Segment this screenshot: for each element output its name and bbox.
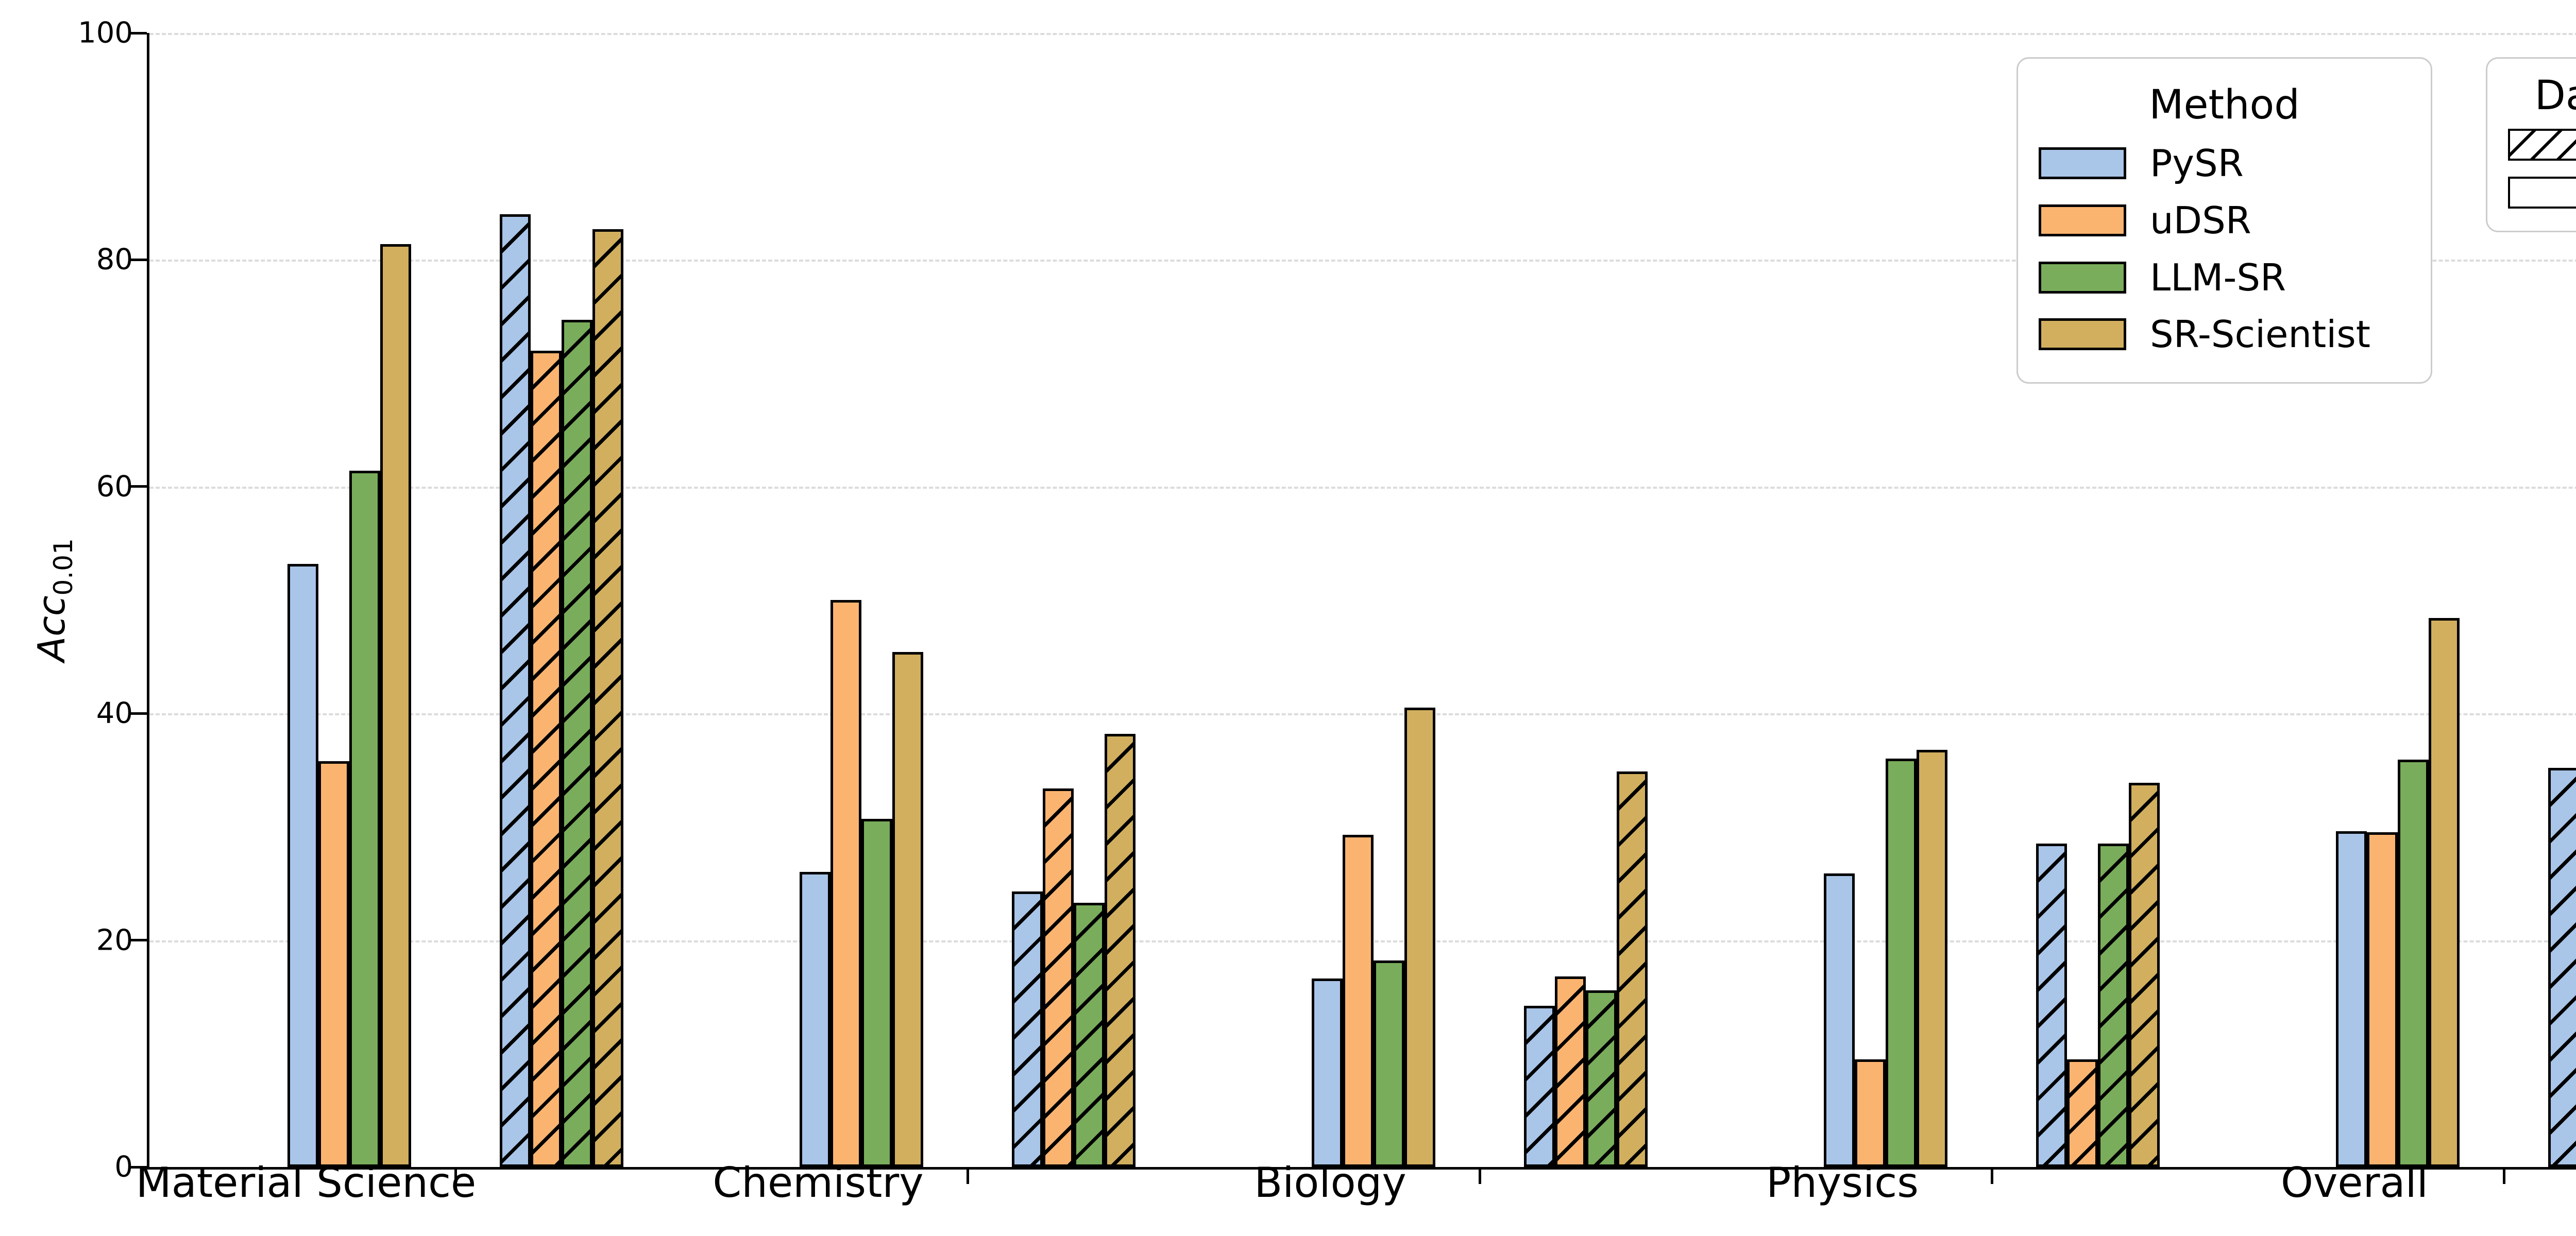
y-tick-mark-60	[130, 485, 147, 488]
bar-llm-sr-ood-chemistry	[1074, 902, 1105, 1167]
bar-llm-sr-id-biology	[1374, 960, 1404, 1167]
y-tick-mark-80	[130, 258, 147, 261]
bar-sr-scientist-id-biology	[1404, 708, 1435, 1167]
bar-udsr-id-biology	[1343, 834, 1374, 1167]
gridline-y60	[149, 486, 2576, 489]
y-tick-label-0: 0	[114, 1150, 133, 1184]
color-swatch-icon	[2039, 261, 2126, 294]
bar-pysr-ood-material-science	[500, 214, 531, 1167]
bar-llm-sr-id-overall	[2398, 760, 2429, 1167]
bar-udsr-ood-chemistry	[1043, 788, 1074, 1167]
bar-pysr-id-physics	[1824, 873, 1855, 1167]
legend-label-pysr: PySR	[2150, 142, 2244, 185]
x-tick-mark-0	[454, 1170, 457, 1184]
bar-udsr-ood-physics	[2067, 1059, 2098, 1167]
plot-area: 0 20 40 60 80 100	[78, 16, 2576, 1184]
legend-item-ood: OOD	[2508, 123, 2576, 166]
x-tick-mark-1	[966, 1170, 969, 1184]
plain-swatch-icon	[2508, 176, 2576, 209]
bar-sr-scientist-ood-chemistry	[1105, 733, 1136, 1167]
bar-pysr-id-overall	[2336, 831, 2367, 1167]
color-swatch-icon	[2039, 318, 2126, 351]
bar-pysr-id-biology	[1312, 978, 1343, 1167]
x-tick-mark-4	[2502, 1170, 2505, 1184]
x-tick-mark-3	[1990, 1170, 1993, 1184]
y-tick-label-100: 100	[78, 16, 133, 50]
bar-pysr-id-chemistry	[800, 872, 831, 1167]
legend-item-pysr: PySR	[2039, 142, 2410, 185]
legend-label-sr-scientist: SR-Scientist	[2150, 313, 2370, 356]
bar-sr-scientist-id-material-science	[380, 244, 411, 1167]
bar-pysr-ood-chemistry	[1012, 891, 1043, 1167]
legend-item-udsr: uDSR	[2039, 199, 2410, 242]
color-swatch-icon	[2039, 147, 2126, 180]
x-axis-spine	[147, 1167, 2576, 1170]
y-tick-label-20: 20	[96, 923, 133, 957]
y-axis-spine	[147, 33, 149, 1167]
y-tick-label-80: 80	[96, 243, 133, 277]
bar-pysr-ood-physics	[2036, 844, 2067, 1167]
bar-udsr-id-material-science	[318, 761, 349, 1167]
legend-method-title: Method	[2149, 81, 2300, 128]
y-axis-label-main: Acc	[29, 595, 73, 662]
y-axis-label-subscript: 0.01	[48, 538, 79, 596]
bar-sr-scientist-ood-biology	[1617, 771, 1648, 1167]
gridline-y80	[149, 260, 2576, 262]
bar-sr-scientist-id-physics	[1917, 749, 1947, 1167]
color-swatch-icon	[2039, 204, 2126, 236]
bar-llm-sr-id-physics	[1886, 759, 1917, 1167]
y-axis-label: Acc0.01	[30, 538, 78, 662]
legend-item-sr-scientist: SR-Scientist	[2039, 313, 2410, 356]
gridline-y40	[149, 713, 2576, 716]
y-tick-label-60: 60	[96, 470, 133, 504]
legend-method: Method PySR uDSR LLM-SR SR-Scientist	[2016, 57, 2432, 384]
y-tick-mark-0	[130, 1165, 147, 1169]
legend-label-llm-sr: LLM-SR	[2150, 255, 2286, 299]
bar-sr-scientist-ood-physics	[2129, 782, 2160, 1167]
bar-llm-sr-ood-physics	[2098, 844, 2129, 1167]
bar-udsr-ood-material-science	[531, 350, 562, 1167]
bar-sr-scientist-id-chemistry	[892, 652, 923, 1167]
bar-sr-scientist-id-overall	[2429, 618, 2460, 1167]
legend-dataset-title: Dataset	[2534, 72, 2576, 119]
y-tick-mark-20	[130, 939, 147, 942]
bar-udsr-ood-biology	[1555, 976, 1586, 1167]
bar-llm-sr-id-material-science	[349, 470, 380, 1167]
bar-llm-sr-id-chemistry	[861, 819, 892, 1167]
bar-pysr-ood-overall	[2548, 767, 2576, 1167]
y-tick-mark-40	[130, 712, 147, 715]
x-tick-mark-2	[1478, 1170, 1481, 1184]
bar-udsr-id-overall	[2367, 832, 2398, 1167]
bar-sr-scientist-ood-material-science	[592, 229, 623, 1167]
hatched-swatch-icon	[2508, 129, 2576, 161]
gridline-y100	[149, 33, 2576, 35]
bar-pysr-id-material-science	[287, 563, 318, 1167]
bar-udsr-id-chemistry	[831, 600, 861, 1167]
bar-llm-sr-ood-material-science	[562, 320, 592, 1167]
legend-label-udsr: uDSR	[2150, 198, 2251, 242]
legend-item-llm-sr: LLM-SR	[2039, 256, 2410, 299]
bar-udsr-id-physics	[1855, 1059, 1886, 1167]
bar-pysr-ood-biology	[1524, 1006, 1555, 1167]
y-tick-mark-100	[130, 31, 147, 35]
y-tick-label-40: 40	[96, 696, 133, 730]
legend-dataset: Dataset OOD ID	[2486, 57, 2576, 232]
bar-llm-sr-ood-biology	[1586, 990, 1617, 1167]
legend-item-id: ID	[2508, 171, 2576, 214]
